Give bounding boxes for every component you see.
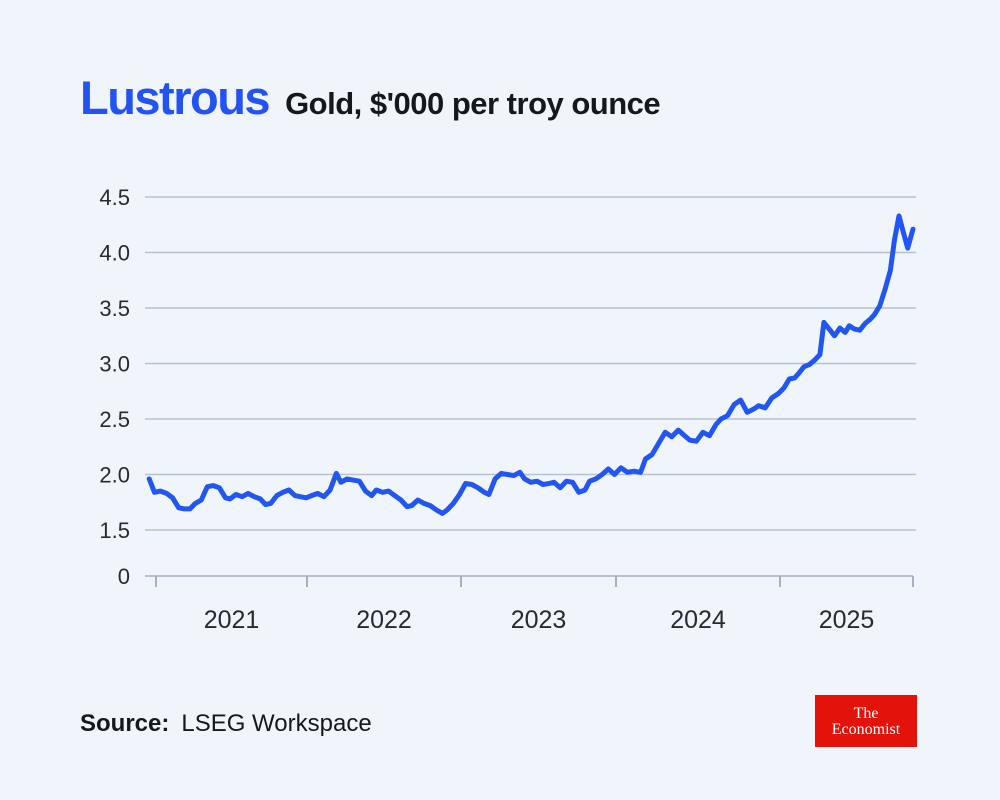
y-tick-label: 1.5 (99, 518, 130, 543)
y-tick-label: 3.5 (99, 296, 130, 321)
x-axis-ticks (155, 576, 914, 587)
gridlines (145, 196, 916, 577)
y-tick-label: 0 (118, 564, 130, 589)
x-axis-labels: 2021 2022 2023 2024 2025 (204, 606, 875, 634)
x-tick-label: 2025 (819, 606, 875, 634)
y-tick-label: 3.0 (99, 352, 130, 377)
page-title: Lustrous (80, 71, 271, 124)
chart-subtitle: Gold, $'000 per troy ounce (285, 86, 661, 121)
economist-logo-line2: Economist (831, 721, 901, 738)
economist-logo: The Economist (815, 695, 917, 747)
chart-header: Lustrous Gold, $'000 per troy ounce (80, 70, 661, 125)
y-axis-labels: 4.5 4.0 3.5 3.0 2.5 2.0 1.5 0 (99, 185, 130, 589)
y-tick-label: 2.0 (99, 463, 130, 488)
x-tick-label: 2024 (670, 606, 726, 634)
gold-price-line (146, 213, 916, 516)
source-note: Source: LSEG Workspace (80, 710, 372, 738)
y-tick-label: 4.5 (99, 185, 130, 210)
x-tick-label: 2023 (511, 606, 567, 634)
source-label: Source: (80, 710, 170, 737)
source-value: LSEG Workspace (181, 710, 372, 737)
economist-logo-line1: The (853, 705, 879, 722)
x-tick-label: 2021 (204, 606, 260, 634)
y-tick-label: 4.0 (99, 241, 130, 266)
x-tick-label: 2022 (356, 606, 412, 634)
y-tick-label: 2.5 (99, 407, 130, 432)
